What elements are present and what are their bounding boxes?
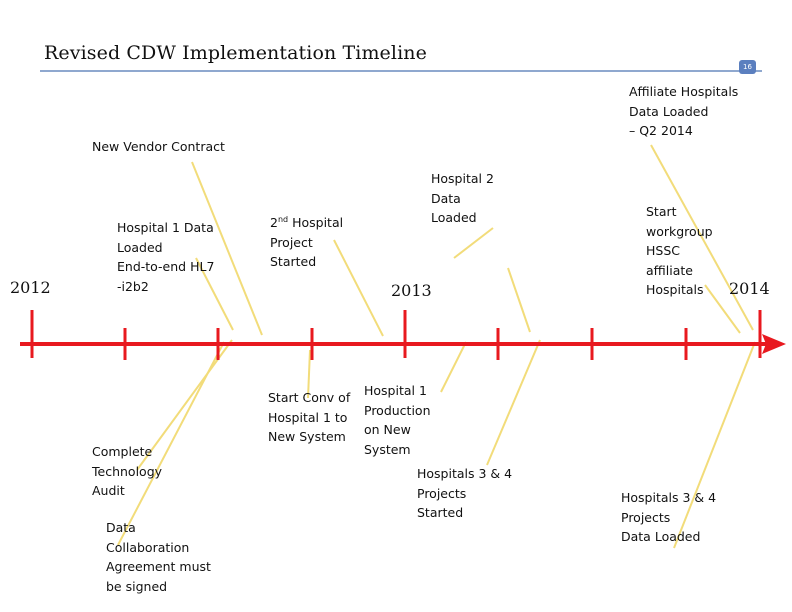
callout-tech-audit	[136, 339, 233, 471]
callout-lines	[117, 144, 756, 549]
event-second-hospital-started: 2nd Hospital Project Started	[270, 213, 343, 272]
title-underline	[40, 70, 762, 72]
callout-hosp34-started	[486, 339, 541, 466]
event-hospital-2-data-loaded: Hospital 2 Data Loaded	[431, 171, 494, 225]
timeline-axis	[20, 310, 786, 360]
callout-second-hospital	[333, 239, 384, 337]
callout-workgroup	[704, 284, 741, 334]
second-hospital-ordinal: 2	[270, 215, 278, 230]
event-hospitals-3-4-data-loaded: Hospitals 3 & 4 Projects Data Loaded	[621, 490, 717, 544]
event-hospitals-3-4-started: Hospitals 3 & 4 Projects Started	[417, 466, 513, 520]
callout-hosp2-loaded	[453, 227, 494, 259]
second-hospital-ordinal-suffix: nd	[277, 214, 289, 224]
callout-hosp34-loaded	[673, 341, 756, 549]
callout-hosp1-prod	[440, 341, 467, 393]
event-hospital-1-data-loaded: Hospital 1 Data Loaded End-to-end HL7 -i…	[117, 220, 215, 294]
year-2014: 2014	[729, 279, 770, 298]
second-hospital-text: Hospital Project Started	[270, 215, 344, 269]
event-new-vendor-contract: New Vendor Contract	[92, 139, 225, 154]
page-number-badge: 16	[739, 60, 756, 74]
callout-hosp2-loaded-b	[507, 267, 531, 333]
year-2013: 2013	[391, 281, 432, 300]
callout-data-agreement	[117, 341, 225, 546]
slide-title: Revised CDW Implementation Timeline	[44, 42, 427, 64]
event-affiliate-hospitals-loaded: Affiliate Hospitals Data Loaded – Q2 201…	[629, 84, 739, 138]
callout-new-vendor	[191, 161, 263, 336]
event-start-workgroup: Start workgroup HSSC affiliate Hospitals	[646, 204, 713, 297]
year-2012: 2012	[10, 278, 51, 297]
event-hospital-1-production: Hospital 1 Production on New System	[364, 383, 431, 457]
event-technology-audit: Complete Technology Audit	[92, 444, 163, 498]
event-data-collaboration-agreement: Data Collaboration Agreement must be sig…	[106, 520, 211, 594]
event-start-conversion-hospital-1: Start Conv of Hospital 1 to New System	[268, 390, 351, 444]
callout-hosp1-loaded	[195, 257, 234, 331]
callout-start-conv	[307, 349, 311, 399]
callout-affiliate-loaded	[650, 144, 754, 331]
timeline-arrowhead	[762, 334, 786, 354]
